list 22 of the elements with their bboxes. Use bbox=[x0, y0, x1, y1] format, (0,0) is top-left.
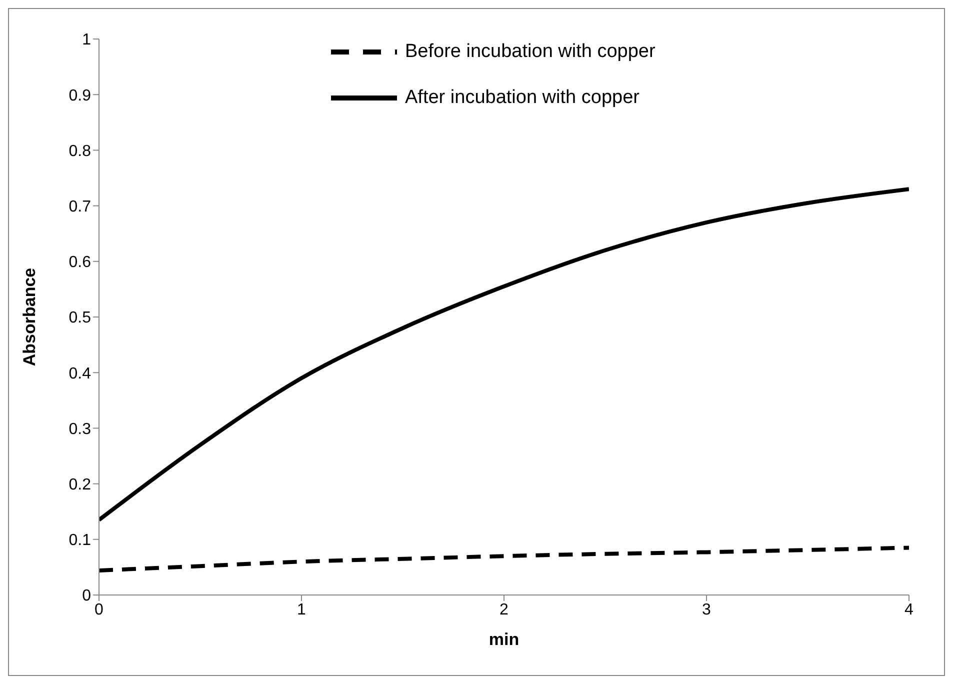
line-series bbox=[99, 187, 909, 522]
x-tick-label: 1 bbox=[297, 601, 306, 618]
y-tick-label: 0.2 bbox=[68, 476, 92, 494]
y-tick-label: 0.1 bbox=[68, 532, 92, 550]
y-tick-label: 0.4 bbox=[68, 365, 92, 382]
x-tick-label: 4 bbox=[904, 601, 914, 618]
y-axis-title: Absorbance bbox=[20, 268, 40, 366]
y-tick-label: 0.5 bbox=[68, 310, 92, 327]
legend-label: Before incubation with copper bbox=[405, 41, 656, 63]
x-tick-label: 2 bbox=[500, 601, 509, 618]
y-tick-label: 0 bbox=[82, 588, 92, 605]
y-tick-label: 0.7 bbox=[68, 198, 92, 216]
line-series bbox=[99, 546, 909, 573]
x-tick-label: 3 bbox=[702, 601, 712, 618]
y-tick-label: 0.8 bbox=[68, 142, 92, 160]
y-tick-label: 0.9 bbox=[68, 87, 92, 104]
x-tick-label: 0 bbox=[94, 601, 104, 618]
y-tick-label: 1 bbox=[82, 32, 92, 49]
y-tick-label: 0.3 bbox=[68, 420, 92, 438]
y-tick-label: 0.6 bbox=[68, 254, 92, 272]
x-axis-title: min bbox=[488, 630, 520, 649]
legend-label: After incubation with copper bbox=[405, 87, 640, 109]
